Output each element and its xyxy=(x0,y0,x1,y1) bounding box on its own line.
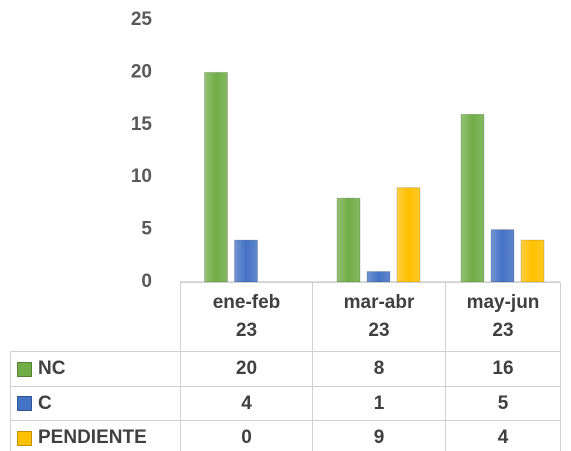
table-value: 4 xyxy=(445,420,561,451)
table-value: 5 xyxy=(445,386,561,421)
y-tick-label: 10 xyxy=(131,166,152,187)
y-tick-label: 25 xyxy=(131,9,153,30)
table-value: 9 xyxy=(312,420,446,451)
table-value: 20 xyxy=(180,351,313,387)
bar xyxy=(520,239,545,283)
legend-label: C xyxy=(38,392,52,414)
bar xyxy=(460,113,485,283)
bar xyxy=(234,239,258,283)
y-tick-label: 15 xyxy=(131,114,153,135)
bar xyxy=(490,229,515,283)
category-label: ene-feb 23 xyxy=(180,282,313,352)
bar xyxy=(204,71,228,283)
y-tick-label: 0 xyxy=(141,271,152,292)
legend-cell: C xyxy=(10,386,181,421)
category-label: may-jun 23 xyxy=(445,282,561,352)
legend-swatch xyxy=(17,361,32,377)
category-label: mar-abr 23 xyxy=(312,282,446,352)
table-value: 16 xyxy=(445,351,561,387)
table-value: 4 xyxy=(180,386,313,421)
y-tick-label: 20 xyxy=(131,61,152,82)
y-tick-label: 5 xyxy=(141,219,152,240)
table-value: 8 xyxy=(312,351,446,387)
legend-cell: NC xyxy=(10,351,181,387)
legend-swatch xyxy=(17,396,32,411)
legend-label: NC xyxy=(38,358,66,379)
legend-cell: PENDIENTE xyxy=(10,420,181,451)
bar xyxy=(336,197,361,283)
bar xyxy=(396,187,421,283)
legend-label: PENDIENTE xyxy=(38,427,147,448)
legend-swatch xyxy=(17,430,32,446)
bar xyxy=(366,271,391,283)
table-value: 0 xyxy=(180,420,313,451)
table-value: 1 xyxy=(312,386,446,421)
